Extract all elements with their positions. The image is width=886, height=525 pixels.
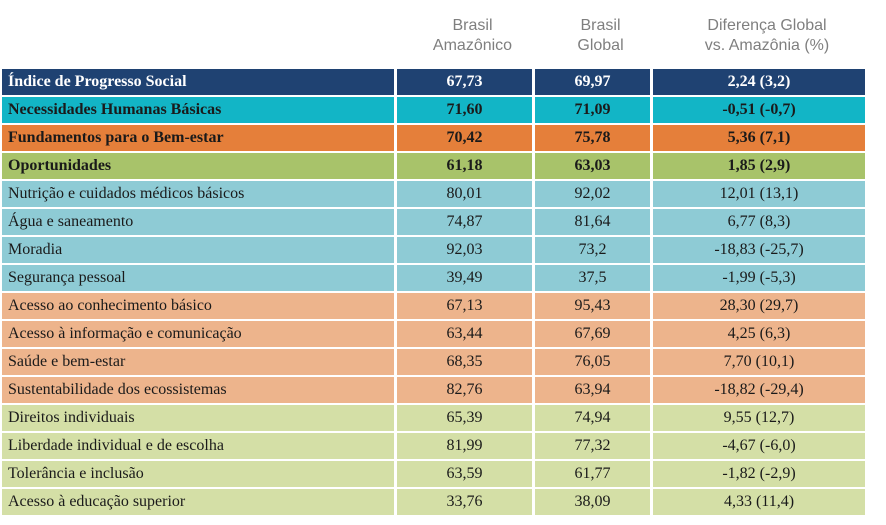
value-diferenca: 2,24 (3,2) bbox=[653, 69, 865, 97]
table-row: Tolerância e inclusão 63,59 61,77 -1,82 (-2… bbox=[2, 461, 865, 489]
value-diferenca: 6,77 (8,3) bbox=[653, 209, 865, 237]
table-row: Saúde e bem-estar 68,35 76,05 7,70 (10,1) bbox=[2, 349, 865, 377]
value-brasil-global: 63,03 bbox=[535, 153, 653, 181]
value-brasil-global: 37,5 bbox=[535, 265, 653, 293]
header-brasil-global: Brasil Global bbox=[543, 8, 658, 64]
table-row: Acesso ao conhecimento básico 67,13 95,43 2… bbox=[2, 293, 865, 321]
value-brasil-amazonico: 65,39 bbox=[397, 405, 535, 433]
header-diferenca: Diferença Global vs. Amazônia (%) bbox=[661, 8, 873, 64]
header-line: vs. Amazônia (%) bbox=[704, 37, 830, 54]
value-brasil-amazonico: 33,76 bbox=[397, 489, 535, 517]
header-brasil-amazonico: Brasil Amazônico bbox=[405, 8, 540, 64]
value-brasil-global: 38,09 bbox=[535, 489, 653, 517]
row-label: Sustentabilidade dos ecossistemas bbox=[2, 377, 397, 405]
value-brasil-amazonico: 61,18 bbox=[397, 153, 535, 181]
header-line: Amazônico bbox=[432, 37, 513, 54]
value-brasil-amazonico: 70,42 bbox=[397, 125, 535, 153]
value-diferenca: 5,36 (7,1) bbox=[653, 125, 865, 153]
table-row: Segurança pessoal 39,49 37,5 -1,99 (-5,3) bbox=[2, 265, 865, 293]
value-brasil-amazonico: 63,44 bbox=[397, 321, 535, 349]
value-brasil-amazonico: 71,60 bbox=[397, 97, 535, 125]
table-row: Sustentabilidade dos ecossistemas 82,76 63… bbox=[2, 377, 865, 405]
value-brasil-global: 71,09 bbox=[535, 97, 653, 125]
table-row: Fundamentos para o Bem-estar 70,42 75,78 5,… bbox=[2, 125, 865, 153]
table-row: Oportunidades 61,18 63,03 1,85 (2,9) bbox=[2, 153, 865, 181]
table-row: Nutrição e cuidados médicos básicos 80,01… bbox=[2, 181, 865, 209]
table-row: Moradia 92,03 73,2 -18,83 (-25,7) bbox=[2, 237, 865, 265]
value-brasil-global: 92,02 bbox=[535, 181, 653, 209]
value-diferenca: -18,82 (-29,4) bbox=[653, 377, 865, 405]
value-brasil-global: 76,05 bbox=[535, 349, 653, 377]
value-brasil-amazonico: 67,73 bbox=[397, 69, 535, 97]
table-row: Água e saneamento 74,87 81,64 6,77 (8,3) bbox=[2, 209, 865, 237]
value-brasil-global: 63,94 bbox=[535, 377, 653, 405]
value-diferenca: 7,70 (10,1) bbox=[653, 349, 865, 377]
value-diferenca: 4,25 (6,3) bbox=[653, 321, 865, 349]
header-line: Brasil bbox=[452, 17, 493, 34]
value-brasil-global: 75,78 bbox=[535, 125, 653, 153]
row-label: Liberdade individual e de escolha bbox=[2, 433, 397, 461]
table-row: Liberdade individual e de escolha 81,99 77… bbox=[2, 433, 865, 461]
value-diferenca: 28,30 (29,7) bbox=[653, 293, 865, 321]
value-brasil-global: 95,43 bbox=[535, 293, 653, 321]
row-label: Água e saneamento bbox=[2, 209, 397, 237]
value-diferenca: -1,82 (-2,9) bbox=[653, 461, 865, 489]
header-line: Global bbox=[577, 37, 624, 54]
table-body: Índice de Progresso Social 67,73 69,97 2,24… bbox=[2, 69, 865, 517]
value-brasil-amazonico: 67,13 bbox=[397, 293, 535, 321]
row-label: Saúde e bem-estar bbox=[2, 349, 397, 377]
value-diferenca: 4,33 (11,4) bbox=[653, 489, 865, 517]
value-diferenca: -1,99 (-5,3) bbox=[653, 265, 865, 293]
row-label: Moradia bbox=[2, 237, 397, 265]
row-label: Oportunidades bbox=[2, 153, 397, 181]
value-brasil-global: 77,32 bbox=[535, 433, 653, 461]
value-brasil-amazonico: 80,01 bbox=[397, 181, 535, 209]
row-label: Índice de Progresso Social bbox=[2, 69, 397, 97]
value-diferenca: -4,67 (-6,0) bbox=[653, 433, 865, 461]
value-brasil-global: 69,97 bbox=[535, 69, 653, 97]
row-label: Acesso à informação e comunicação bbox=[2, 321, 397, 349]
value-diferenca: -0,51 (-0,7) bbox=[653, 97, 865, 125]
value-brasil-amazonico: 92,03 bbox=[397, 237, 535, 265]
value-brasil-global: 74,94 bbox=[535, 405, 653, 433]
row-label: Acesso à educação superior bbox=[2, 489, 397, 517]
value-brasil-global: 73,2 bbox=[535, 237, 653, 265]
row-label: Acesso ao conhecimento básico bbox=[2, 293, 397, 321]
row-label: Fundamentos para o Bem-estar bbox=[2, 125, 397, 153]
table-row: Acesso à educação superior 33,76 38,09 4,33… bbox=[2, 489, 865, 517]
row-label: Nutrição e cuidados médicos básicos bbox=[2, 181, 397, 209]
header-line: Brasil bbox=[580, 17, 621, 34]
row-label: Direitos individuais bbox=[2, 405, 397, 433]
value-diferenca: 9,55 (12,7) bbox=[653, 405, 865, 433]
row-label: Tolerância e inclusão bbox=[2, 461, 397, 489]
table-row: Índice de Progresso Social 67,73 69,97 2,24… bbox=[2, 69, 865, 97]
value-brasil-amazonico: 81,99 bbox=[397, 433, 535, 461]
row-label: Necessidades Humanas Básicas bbox=[2, 97, 397, 125]
table-row: Necessidades Humanas Básicas 71,60 71,09 -0… bbox=[2, 97, 865, 125]
value-brasil-global: 81,64 bbox=[535, 209, 653, 237]
value-brasil-global: 61,77 bbox=[535, 461, 653, 489]
table-row: Direitos individuais 65,39 74,94 9,55 (12,7… bbox=[2, 405, 865, 433]
value-brasil-amazonico: 82,76 bbox=[397, 377, 535, 405]
value-brasil-amazonico: 74,87 bbox=[397, 209, 535, 237]
value-brasil-amazonico: 63,59 bbox=[397, 461, 535, 489]
progress-table: Índice de Progresso Social 67,73 69,97 2,24… bbox=[2, 69, 865, 517]
value-diferenca: 1,85 (2,9) bbox=[653, 153, 865, 181]
value-brasil-amazonico: 68,35 bbox=[397, 349, 535, 377]
table-row: Acesso à informação e comunicação 63,44 67… bbox=[2, 321, 865, 349]
row-label: Segurança pessoal bbox=[2, 265, 397, 293]
value-diferenca: 12,01 (13,1) bbox=[653, 181, 865, 209]
header-line: Diferença Global bbox=[707, 17, 827, 34]
value-brasil-global: 67,69 bbox=[535, 321, 653, 349]
value-brasil-amazonico: 39,49 bbox=[397, 265, 535, 293]
value-diferenca: -18,83 (-25,7) bbox=[653, 237, 865, 265]
